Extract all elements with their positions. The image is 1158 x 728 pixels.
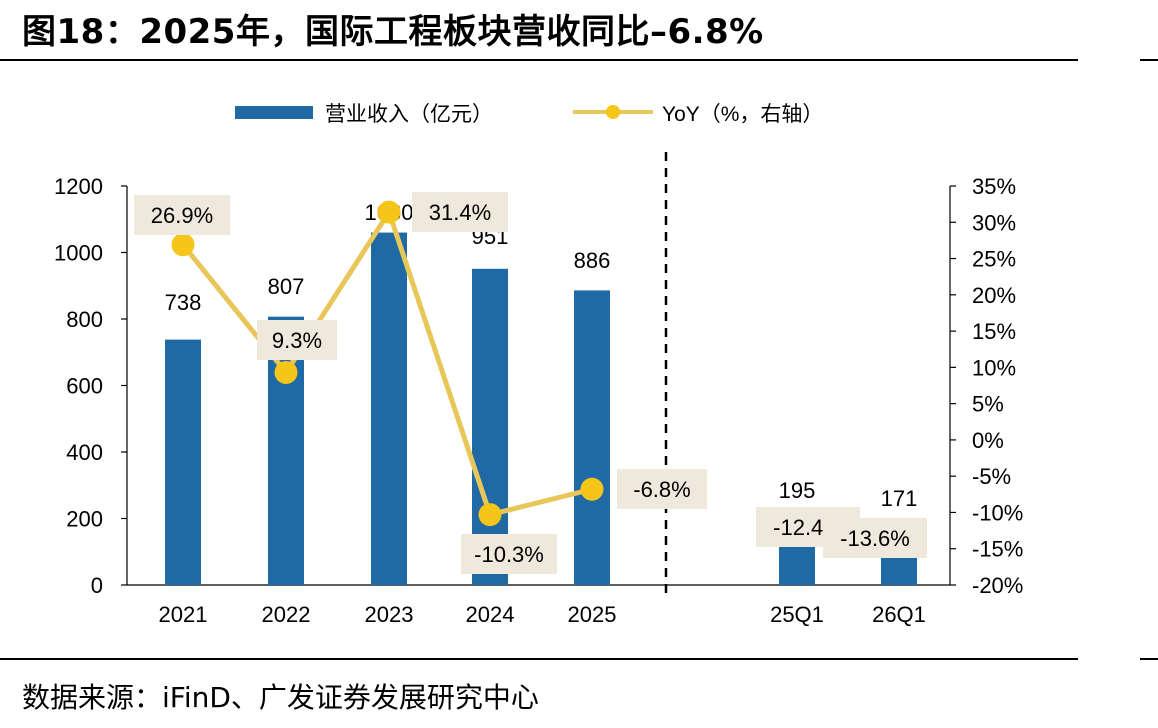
yoy-label-box <box>257 320 337 360</box>
yoy-value-label: -13.6% <box>840 526 910 551</box>
yoy-label-box <box>134 195 230 235</box>
title-rule-right-segment <box>1140 59 1158 61</box>
bar <box>371 232 407 586</box>
left-axis-tick-label: 200 <box>66 507 103 532</box>
source-note: 数据来源：iFinD、广发证券发展研究中心 <box>22 681 539 714</box>
right-axis-tick-label: 30% <box>972 210 1016 235</box>
left-axis: 0 200 400 600 800 1000 1200 <box>54 174 950 598</box>
x-axis-label: 2021 <box>159 602 208 627</box>
x-axis-labels: 2021 2022 2023 2024 2025 25Q1 26Q1 <box>159 602 926 627</box>
yoy-point <box>580 477 604 501</box>
yoy-label-box <box>823 518 927 558</box>
right-axis-tick-label: -15% <box>972 537 1023 562</box>
bar <box>574 290 610 585</box>
yoy-point <box>478 503 502 527</box>
x-axis-label: 2022 <box>262 602 311 627</box>
right-axis-tick-label: 0% <box>972 428 1004 453</box>
left-axis-tick-label: 0 <box>91 573 103 598</box>
right-axis: -20% -15% -10% -5% 0% 5% 10% 15% 20% 25% 30% 35% <box>949 174 1023 598</box>
bar-value-label: 738 <box>165 290 202 315</box>
yoy-point <box>171 233 195 257</box>
left-axis-tick-label: 400 <box>66 440 103 465</box>
legend-bar-swatch <box>235 106 313 119</box>
x-axis-label: 2024 <box>466 602 515 627</box>
left-axis-tick-label: 600 <box>66 374 103 399</box>
right-axis-tick-label: -5% <box>972 464 1011 489</box>
yoy-label-box <box>461 534 557 574</box>
right-axis-tick-label: 15% <box>972 319 1016 344</box>
right-axis-tick-label: 5% <box>972 392 1004 417</box>
bar-value-label: 171 <box>881 486 918 511</box>
right-axis-tick-label: 20% <box>972 283 1016 308</box>
bar-value-label: 807 <box>268 274 305 299</box>
title-rule <box>0 59 1078 61</box>
page-title: 图18：2025年，国际工程板块营收同比–6.8% <box>22 12 764 52</box>
bar <box>165 339 201 585</box>
bar-value-label: 195 <box>779 478 816 503</box>
x-axis-label: 2023 <box>365 602 414 627</box>
yoy-value-label: 31.4% <box>429 200 491 225</box>
yoy-labels: 26.9%9.3%31.4%-10.3%-6.8%-12.4%-13.6% <box>134 192 927 574</box>
x-axis-label: 2025 <box>568 602 617 627</box>
legend-line-marker <box>606 105 620 119</box>
right-axis-tick-label: 10% <box>972 355 1016 380</box>
legend-bar-label: 营业收入（亿元） <box>325 103 493 126</box>
legend-line-label: YoY（%，右轴） <box>662 103 823 126</box>
right-axis-tick-label: -10% <box>972 500 1023 525</box>
legend: 营业收入（亿元） YoY（%，右轴） <box>235 103 823 126</box>
yoy-value-label: 9.3% <box>272 328 322 353</box>
right-axis-tick-label: -20% <box>972 573 1023 598</box>
left-axis-tick-label: 1200 <box>54 174 103 199</box>
yoy-label-box <box>617 469 707 509</box>
yoy-value-label: 26.9% <box>151 203 213 228</box>
chart: 营业收入（亿元） YoY（%，右轴） 0 200 400 600 800 1000 1200… <box>54 103 1023 627</box>
yoy-value-label: -10.3% <box>474 542 544 567</box>
yoy-point <box>377 200 401 224</box>
x-axis-label: 25Q1 <box>770 602 824 627</box>
yoy-point <box>274 360 298 384</box>
bar <box>472 268 508 585</box>
right-axis-tick-label: 25% <box>972 247 1016 272</box>
footer-rule <box>0 658 1078 660</box>
bar-value-label: 886 <box>574 248 611 273</box>
footer-rule-right-segment <box>1140 658 1158 660</box>
left-axis-tick-label: 1000 <box>54 241 103 266</box>
x-axis-label: 26Q1 <box>872 602 926 627</box>
right-axis-tick-label: 35% <box>972 174 1016 199</box>
yoy-value-label: -6.8% <box>633 477 690 502</box>
yoy-label-box <box>412 192 508 232</box>
left-axis-tick-label: 800 <box>66 307 103 332</box>
